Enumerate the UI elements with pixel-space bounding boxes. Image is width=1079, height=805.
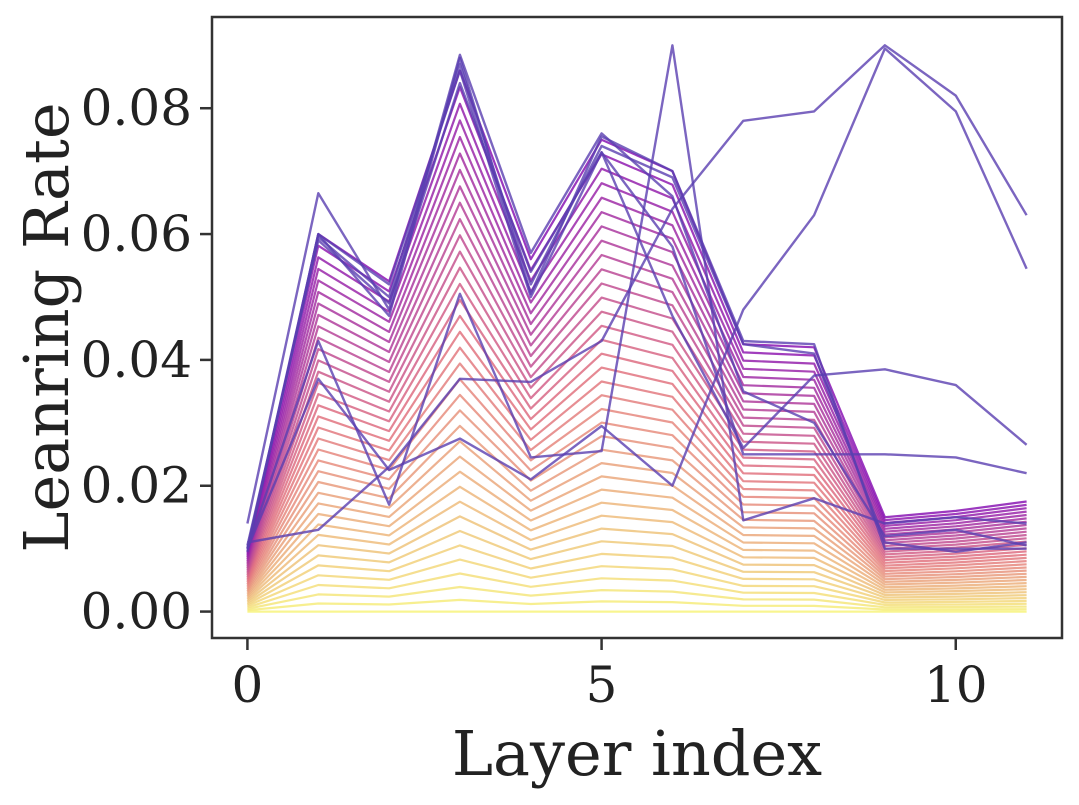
gradient-series-line [246, 515, 1027, 602]
gradient-series-line [247, 572, 1027, 609]
series-line-2 [246, 63, 1027, 553]
gradient-series-line [246, 266, 1027, 574]
gradient-series-line [246, 470, 1027, 597]
gradient-series-line [246, 455, 1027, 596]
gradient-series-line [246, 330, 1027, 582]
gradient-series-line [246, 201, 1027, 567]
y-tick-label: 0.04 [81, 331, 192, 389]
gradient-series-line [246, 529, 1027, 604]
y-axis-label: Leanring Rate [10, 102, 83, 552]
gradient-series-line [247, 585, 1027, 610]
series-layer [246, 44, 1028, 613]
gradient-series-line [246, 234, 1027, 571]
gradient-series-line [246, 485, 1027, 599]
gradient-series-line [246, 218, 1027, 569]
gradient-series-line [246, 558, 1027, 607]
gradient-series-line [246, 346, 1027, 583]
plot-frame [210, 15, 1064, 640]
gradient-series-line [246, 282, 1027, 576]
series-line-8 [246, 69, 1028, 549]
gradient-series-line [246, 500, 1027, 601]
series-line-6 [246, 47, 1028, 550]
y-tick-label: 0.00 [81, 583, 192, 641]
series-line-7 [247, 44, 1028, 544]
series-line-1 [246, 56, 1027, 553]
gradient-series-line [246, 440, 1027, 594]
gradient-series-line [246, 544, 1027, 606]
tick-layer: 0 5 10 0.00 0.02 0.04 0.06 0.08 [81, 79, 988, 714]
gradient-series-line [246, 69, 1027, 553]
series-line-3 [246, 53, 1027, 547]
gradient-series-line [246, 298, 1027, 578]
x-axis-label: Layer index [452, 717, 822, 790]
gradient-series-line [246, 378, 1027, 587]
y-tick-label: 0.06 [81, 205, 192, 263]
x-tick-label: 10 [924, 656, 988, 714]
gradient-series-line [246, 86, 1027, 554]
gradient-series-line [246, 314, 1027, 580]
gradient-series-line [246, 168, 1027, 564]
gradient-series-line [247, 598, 1027, 612]
gradient-series-line [246, 152, 1027, 562]
gradient-series-line [246, 135, 1027, 560]
y-tick-label: 0.08 [81, 79, 192, 137]
gradient-series-line [246, 409, 1027, 590]
x-tick-label: 0 [232, 656, 264, 714]
series-line-4 [246, 81, 1027, 546]
y-tick-label: 0.02 [81, 457, 192, 515]
x-tick-label: 5 [586, 656, 618, 714]
